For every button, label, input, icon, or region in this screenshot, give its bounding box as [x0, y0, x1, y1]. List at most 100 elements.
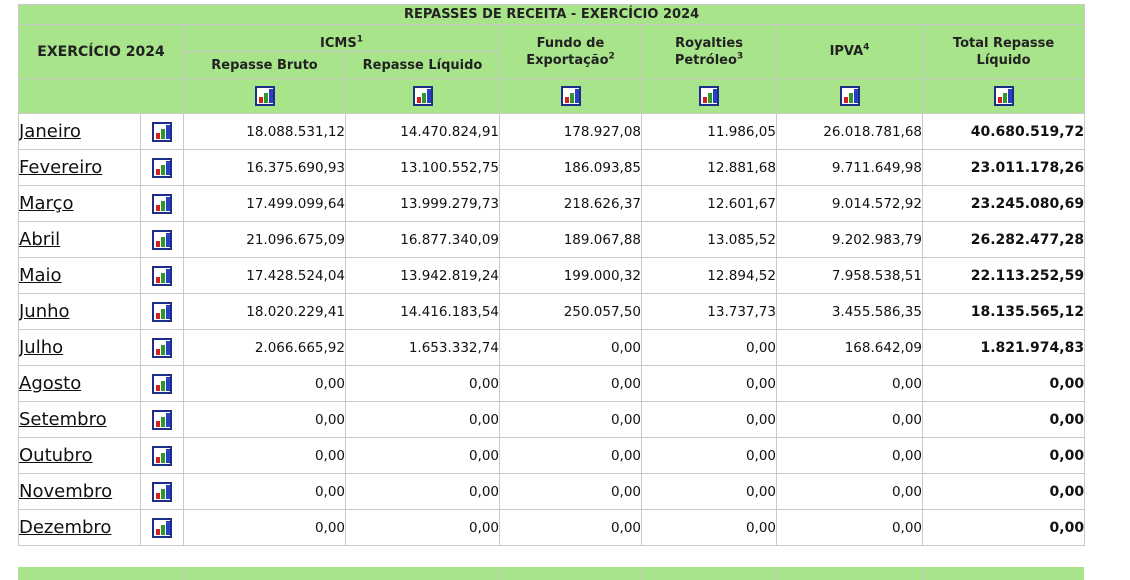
- bar-chart-icon[interactable]: [254, 86, 275, 106]
- month-link[interactable]: Janeiro: [19, 121, 81, 142]
- bar-chart-icon[interactable]: [152, 517, 172, 538]
- bar-chart-icon[interactable]: [152, 373, 172, 394]
- month-cell: Setembro: [18, 401, 141, 438]
- royalties-value: 0,00: [641, 401, 777, 438]
- total-liquido-value: 1.821.974,83: [921, 329, 1086, 366]
- royalties-value: 0,00: [641, 365, 777, 402]
- bar-chart-icon[interactable]: [993, 86, 1014, 106]
- month-link[interactable]: Junho: [19, 301, 70, 322]
- repasse-bruto-value: 0,00: [183, 509, 346, 546]
- month-cell: Agosto: [18, 365, 141, 402]
- royalties-label-line1: Royalties: [675, 35, 743, 51]
- bar-chart-icon[interactable]: [152, 337, 172, 358]
- bar-chart-icon[interactable]: [560, 86, 581, 106]
- bar-chart-icon[interactable]: [152, 301, 172, 322]
- bar-chart-icon[interactable]: [412, 86, 433, 106]
- chart-button-fundo: [499, 78, 642, 114]
- table-row: Setembro 0,00 0,00 0,00 0,00 0,00 0,00: [18, 401, 1086, 438]
- fundo-footnote: 2: [608, 51, 615, 62]
- repasse-liquido-value: 16.877.340,09: [345, 221, 500, 258]
- bar-chart-icon[interactable]: [152, 265, 172, 286]
- royalties-value: 12.601,67: [641, 185, 777, 222]
- bar-chart-icon[interactable]: [152, 229, 172, 250]
- month-link[interactable]: Fevereiro: [19, 157, 103, 178]
- table-row: Março 17.499.099,64 13.999.279,73 218.626,3…: [18, 185, 1086, 222]
- repasse-bruto-value: 0,00: [183, 473, 346, 510]
- month-link[interactable]: Agosto: [19, 373, 82, 394]
- table-row: Outubro 0,00 0,00 0,00 0,00 0,00 0,00: [18, 437, 1086, 474]
- royalties-value: 0,00: [641, 509, 777, 546]
- month-link[interactable]: Novembro: [19, 481, 113, 502]
- month-link[interactable]: Julho: [19, 337, 64, 358]
- month-cell: Junho: [18, 293, 141, 330]
- bar-chart-icon[interactable]: [699, 86, 719, 106]
- bar-chart-icon[interactable]: [152, 445, 172, 466]
- month-link[interactable]: Outubro: [19, 445, 93, 466]
- bar-chart-icon[interactable]: [152, 193, 172, 214]
- royalties-footnote: 3: [736, 51, 744, 62]
- row-chart-cell: [140, 365, 184, 402]
- total-liquido-value: 0,00: [921, 509, 1086, 546]
- repasse-bruto-header: Repasse Bruto: [183, 51, 346, 79]
- row-chart-cell: [140, 401, 184, 438]
- exercicio-header: EXERCÍCIO 2024: [18, 24, 184, 79]
- fundo-exportacao-value: 0,00: [499, 401, 642, 438]
- row-chart-cell: [140, 473, 184, 510]
- table-row: Fevereiro 16.375.690,93 13.100.552,75 186.0…: [18, 149, 1086, 186]
- ipva-footnote: 4: [863, 42, 870, 53]
- royalties-header: Royalties Petróleo3: [641, 24, 777, 79]
- fundo-exportacao-value: 250.057,50: [499, 293, 642, 330]
- month-link[interactable]: Maio: [19, 265, 62, 286]
- royalties-value: 12.894,52: [641, 257, 777, 294]
- table-row: Maio 17.428.524,04 13.942.819,24 199.000,32…: [18, 257, 1086, 294]
- bar-chart-icon[interactable]: [839, 86, 860, 106]
- total-liquido-value: 23.245.080,69: [921, 185, 1086, 222]
- fundo-exportacao-value: 218.626,37: [499, 185, 642, 222]
- royalties-value: 11.986,05: [641, 113, 777, 150]
- row-chart-cell: [140, 221, 184, 258]
- fundo-exportacao-value: 189.067,88: [499, 221, 642, 258]
- royalties-value: 13.737,73: [641, 293, 777, 330]
- total-liquido-value: 40.680.519,72: [921, 113, 1086, 150]
- month-link[interactable]: Dezembro: [19, 517, 112, 538]
- bar-chart-icon[interactable]: [152, 409, 172, 430]
- month-link[interactable]: Setembro: [19, 409, 107, 430]
- fundo-exportacao-value: 186.093,85: [499, 149, 642, 186]
- bar-chart-icon[interactable]: [152, 121, 172, 142]
- total-liquido-value: 18.135.565,12: [921, 293, 1086, 330]
- chart-button-royalties: [641, 78, 777, 114]
- month-cell: Julho: [18, 329, 141, 366]
- repasse-bruto-value: 2.066.665,92: [183, 329, 346, 366]
- fundo-exportacao-value: 0,00: [499, 437, 642, 474]
- table-row: Janeiro 18.088.531,12 14.470.824,91 178.927…: [18, 113, 1086, 150]
- footer-header-bar: [18, 567, 1084, 580]
- ipva-value: 9.014.572,92: [776, 185, 923, 222]
- fundo-label-line2: Exportação: [526, 52, 609, 68]
- repasse-bruto-value: 17.428.524,04: [183, 257, 346, 294]
- repasse-liquido-value: 14.416.183,54: [345, 293, 500, 330]
- repasse-bruto-value: 0,00: [183, 365, 346, 402]
- repasse-liquido-value: 14.470.824,91: [345, 113, 500, 150]
- repasse-bruto-value: 17.499.099,64: [183, 185, 346, 222]
- ipva-header: IPVA4: [776, 24, 923, 79]
- row-chart-cell: [140, 293, 184, 330]
- repasse-liquido-value: 13.999.279,73: [345, 185, 500, 222]
- ipva-value: 9.202.983,79: [776, 221, 923, 258]
- repasse-bruto-value: 0,00: [183, 401, 346, 438]
- chart-button-total: [921, 78, 1086, 114]
- month-link[interactable]: Março: [19, 193, 74, 214]
- fundo-exportacao-header: Fundo de Exportação2: [499, 24, 642, 79]
- bar-chart-icon[interactable]: [152, 481, 172, 502]
- fundo-label-line1: Fundo de: [536, 35, 605, 51]
- month-cell: Novembro: [18, 473, 141, 510]
- revenue-transfers-table: REPASSES DE RECEITA - EXERCÍCIO 2024 EXE…: [17, 4, 1086, 546]
- ipva-value: 9.711.649,98: [776, 149, 923, 186]
- repasse-liquido-value: 1.653.332,74: [345, 329, 500, 366]
- total-label-line1: Total Repasse: [952, 35, 1055, 51]
- bar-chart-icon[interactable]: [152, 157, 172, 178]
- month-link[interactable]: Abril: [19, 229, 61, 250]
- table-row: Junho 18.020.229,41 14.416.183,54 250.057,5…: [18, 293, 1086, 330]
- royalties-value: 13.085,52: [641, 221, 777, 258]
- ipva-value: 26.018.781,68: [776, 113, 923, 150]
- icms-label: ICMS: [320, 36, 357, 51]
